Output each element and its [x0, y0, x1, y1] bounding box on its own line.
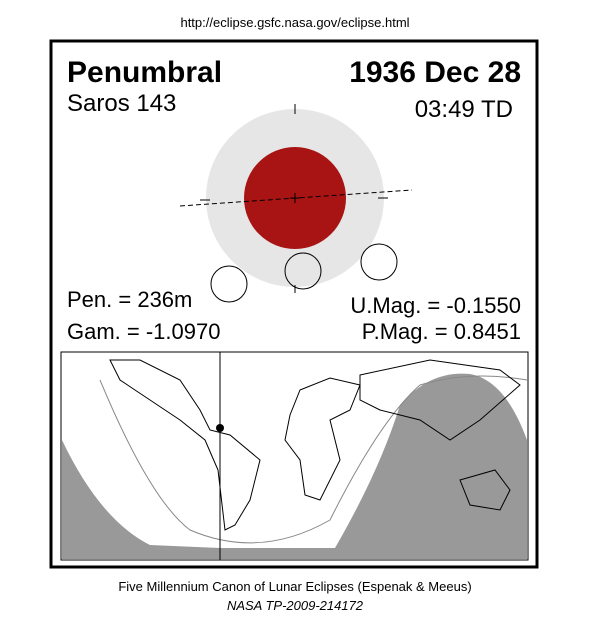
- moon-position: [210, 265, 248, 303]
- footer-reference: NASA TP-2009-214172: [227, 598, 364, 613]
- africa-europe: [284, 377, 361, 501]
- pen-duration: Pen. = 236m: [67, 287, 192, 312]
- saros: Saros 143: [67, 90, 176, 117]
- moon-position: [360, 243, 398, 281]
- shadow-region: [62, 548, 527, 559]
- penumbra-limit: [99, 375, 528, 544]
- penumbral-magnitude: P.Mag. = 0.8451: [362, 319, 521, 344]
- shadow-region: [62, 440, 220, 548]
- greatest-eclipse-point: [216, 424, 224, 432]
- gamma: Gam. = -1.0970: [67, 319, 220, 344]
- eclipse-date: 1936 Dec 28: [349, 56, 521, 89]
- umbral-magnitude: U.Mag. = -0.1550: [350, 293, 521, 318]
- footer-canon: Five Millennium Canon of Lunar Eclipses …: [118, 579, 471, 594]
- shadow-region: [335, 373, 527, 548]
- australia: [459, 469, 511, 511]
- eclipse-time: 03:49 TD: [415, 96, 513, 123]
- source-url: http://eclipse.gsfc.nasa.gov/eclipse.htm…: [180, 15, 409, 30]
- americas: [109, 359, 261, 531]
- asia: [359, 359, 521, 441]
- eclipse-type: Penumbral: [67, 56, 222, 89]
- moon-position: [284, 252, 322, 290]
- world-map: [60, 351, 529, 561]
